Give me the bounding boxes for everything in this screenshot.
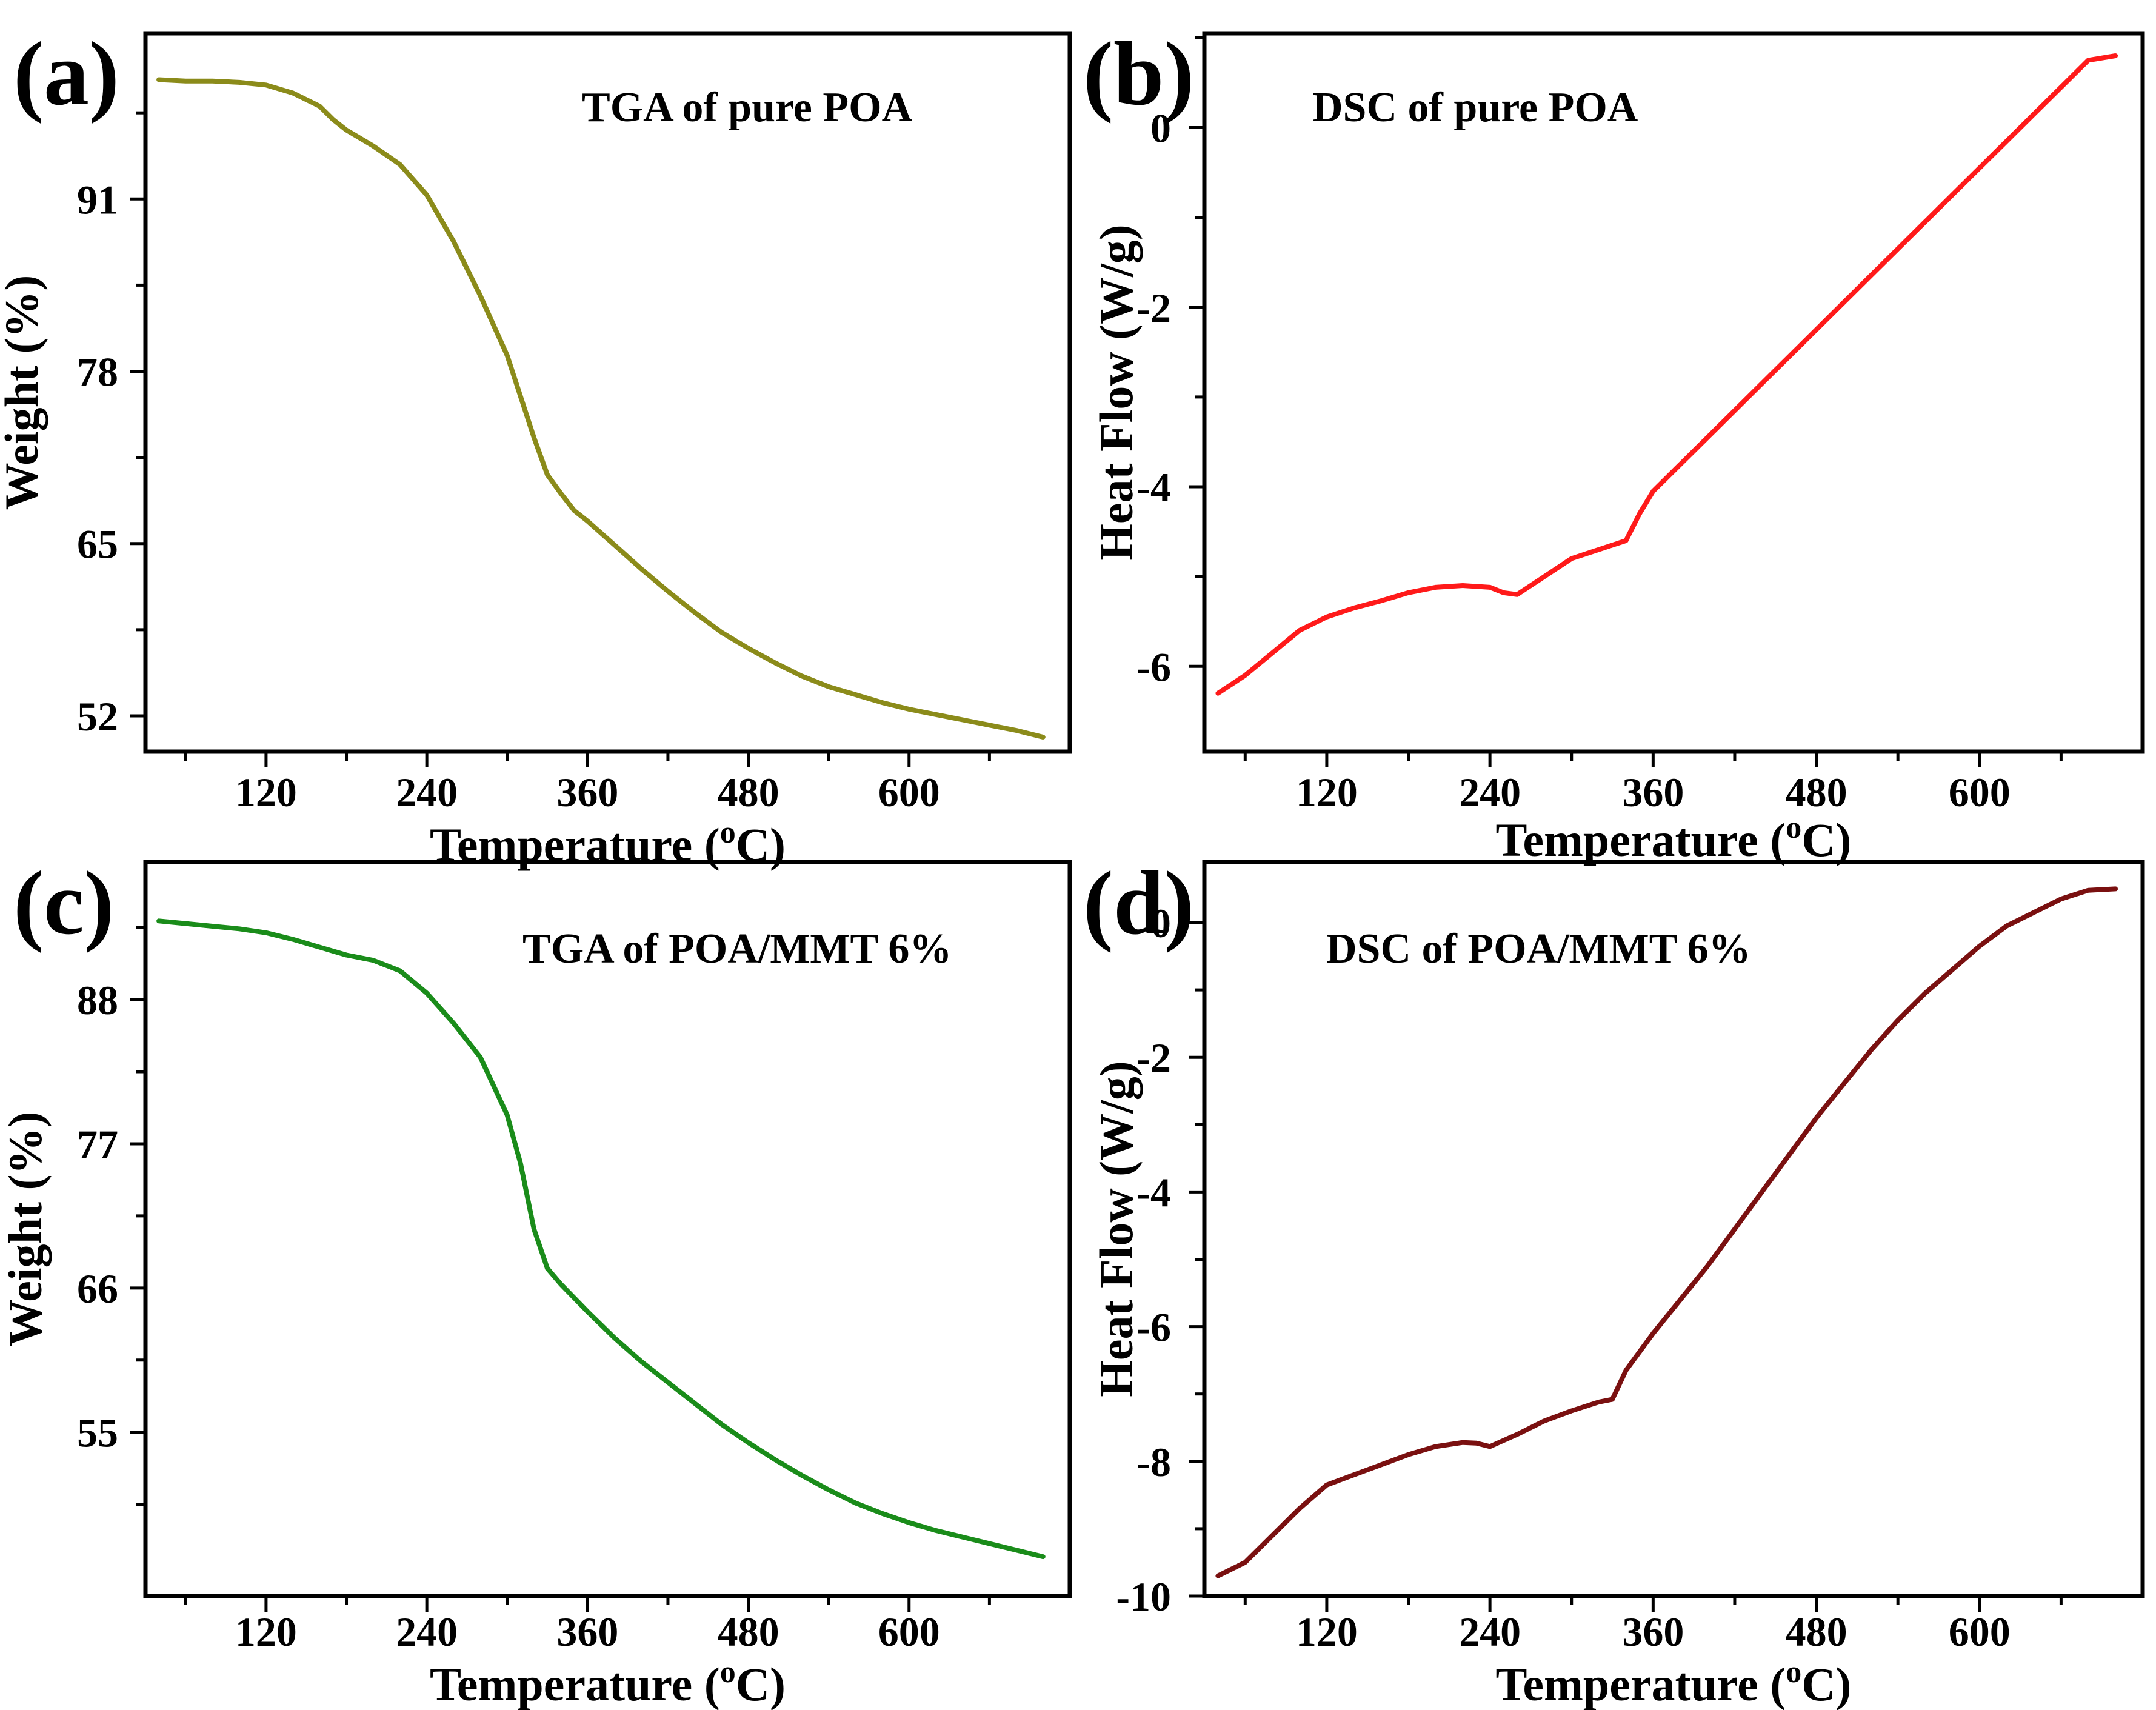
x-tick-label: 600 bbox=[1949, 1609, 2011, 1655]
y-tick-label: 88 bbox=[77, 977, 118, 1023]
y-tick-label: 55 bbox=[77, 1410, 118, 1456]
data-series-line bbox=[156, 918, 1046, 1560]
x-tick-label: 240 bbox=[396, 1609, 458, 1655]
x-tick-label: 600 bbox=[878, 1609, 940, 1655]
panel-label: (c) bbox=[13, 853, 114, 954]
plot-frame bbox=[143, 860, 1072, 1598]
chart-panel: 120 240 360 480 600 -10 -8 -6 -4 -2 0(d) DSC of POA… bbox=[1083, 853, 2145, 1710]
y-axis-label: Weight (%) bbox=[0, 275, 48, 510]
x-axis-label: Temperature (oC) bbox=[1495, 1655, 1851, 1710]
data-series-line bbox=[156, 77, 1046, 740]
x-tick-label: 120 bbox=[1296, 769, 1358, 815]
y-tick-label: 78 bbox=[77, 349, 118, 395]
panel-label: (a) bbox=[13, 24, 119, 124]
panel-label: (d) bbox=[1083, 853, 1194, 954]
plot-frame bbox=[143, 31, 1072, 754]
x-tick-label: 600 bbox=[1949, 769, 2011, 815]
plot-frame bbox=[1202, 31, 2145, 754]
y-axis-label: Weight (%) bbox=[0, 1112, 52, 1347]
data-series-line bbox=[1215, 53, 2118, 696]
x-axis-label: Temperature (oC) bbox=[430, 1655, 786, 1710]
chart-annotation: DSC of POA/MMT 6% bbox=[1326, 926, 1751, 972]
x-tick-label: 120 bbox=[235, 769, 297, 815]
x-tick-label: 240 bbox=[396, 769, 458, 815]
chart-annotation: DSC of pure POA bbox=[1312, 84, 1638, 131]
x-tick-label: 240 bbox=[1459, 769, 1521, 815]
x-tick-label: 600 bbox=[878, 769, 940, 815]
y-tick-label: -2 bbox=[1136, 285, 1171, 331]
y-tick-label: -10 bbox=[1116, 1574, 1171, 1620]
y-tick-label: -6 bbox=[1136, 1304, 1171, 1351]
x-tick-label: 240 bbox=[1459, 1609, 1521, 1655]
x-tick-label: 360 bbox=[1622, 769, 1684, 815]
chart-panel: 120 240 360 480 600 52 65 78 91 (a) TGA of pure PO… bbox=[0, 24, 1072, 871]
x-tick-label: 480 bbox=[1786, 1609, 1847, 1655]
x-tick-label: 480 bbox=[718, 769, 779, 815]
data-series-line bbox=[1215, 886, 2118, 1578]
chart-annotation: TGA of pure POA bbox=[582, 84, 913, 131]
chart-panel: 120 240 360 480 600 55 66 77 88 (c) TGA of POA/MMT… bbox=[0, 853, 1072, 1710]
x-axis-label: Temperature (oC) bbox=[1495, 810, 1851, 866]
x-tick-label: 360 bbox=[556, 1609, 618, 1655]
x-tick-label: 120 bbox=[1296, 1609, 1358, 1655]
x-tick-label: 360 bbox=[556, 769, 618, 815]
chart-panel: 120 240 360 480 600 -6 -4 -2 0(b) DSC of pure POA… bbox=[1083, 24, 2145, 866]
y-tick-label: -2 bbox=[1136, 1035, 1171, 1081]
y-tick-label: 65 bbox=[77, 521, 118, 567]
y-tick-label: -4 bbox=[1136, 464, 1171, 510]
y-tick-label: 52 bbox=[77, 693, 118, 740]
y-axis-label: Heat Flow (W/g) bbox=[1090, 1061, 1143, 1397]
y-tick-label: 0 bbox=[1150, 105, 1171, 152]
y-axis-label: Heat Flow (W/g) bbox=[1090, 224, 1143, 561]
x-tick-label: 480 bbox=[1786, 769, 1847, 815]
y-tick-label: 77 bbox=[77, 1121, 118, 1167]
plot-frame bbox=[1202, 860, 2145, 1598]
y-tick-label: 66 bbox=[77, 1266, 118, 1312]
y-tick-label: -4 bbox=[1136, 1169, 1171, 1215]
y-tick-label: 91 bbox=[77, 176, 118, 222]
y-tick-label: -8 bbox=[1136, 1439, 1171, 1485]
x-tick-label: 480 bbox=[718, 1609, 779, 1655]
y-tick-label: 0 bbox=[1150, 900, 1171, 946]
chart-annotation: TGA of POA/MMT 6% bbox=[522, 926, 952, 972]
x-tick-label: 120 bbox=[235, 1609, 297, 1655]
y-tick-label: -6 bbox=[1136, 644, 1171, 690]
x-tick-label: 360 bbox=[1622, 1609, 1684, 1655]
panel-label: (b) bbox=[1083, 24, 1194, 124]
